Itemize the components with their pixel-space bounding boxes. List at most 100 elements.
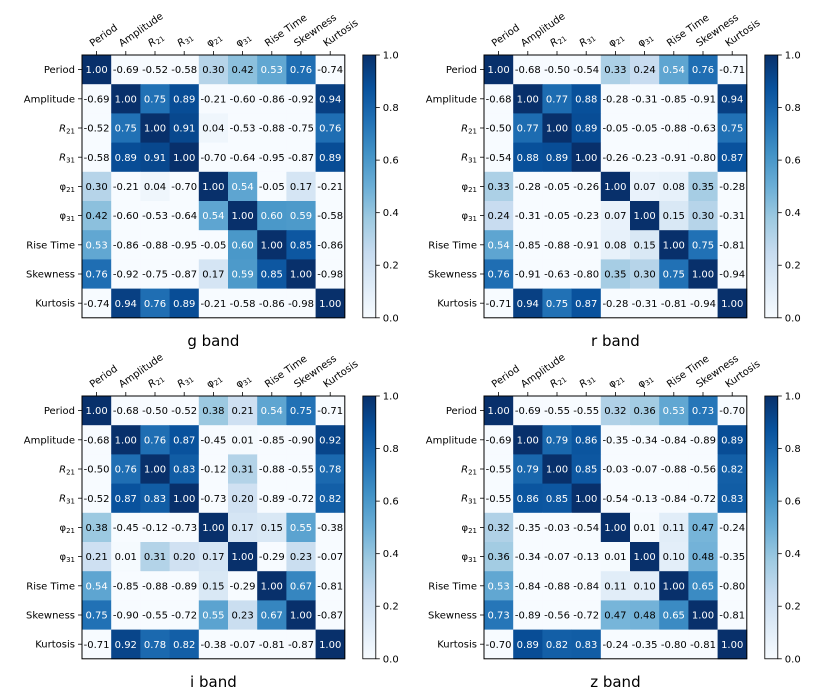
cell-value-label: -0.31	[719, 211, 745, 222]
cell-value-label: -0.54	[602, 494, 628, 505]
cell-value-label: 0.21	[85, 552, 107, 563]
y-tick-label-phi31: φ31	[461, 211, 477, 223]
heatmap-cell	[198, 571, 229, 601]
y-tick-label-phi21: φ21	[59, 182, 75, 194]
cell-value-label: 0.78	[144, 640, 166, 651]
x-tick-label-period: Period	[490, 23, 522, 50]
cell-value-label: -0.24	[719, 523, 745, 534]
cell-value-label: 0.08	[663, 182, 685, 193]
y-tick-label-kurtosis: Kurtosis	[437, 640, 477, 651]
cell-value-label: 0.54	[85, 581, 107, 592]
cell-value-label: 0.86	[575, 435, 597, 446]
cell-value-label: 1.00	[231, 552, 253, 563]
cell-value-label: 0.67	[290, 581, 312, 592]
cell-value-label: -0.35	[602, 435, 628, 446]
heatmap-cell	[198, 512, 229, 543]
y-tick-label-rise-time: Rise Time	[26, 581, 75, 592]
y-tick-label-r31: R31	[59, 153, 75, 165]
heatmap-cell	[688, 396, 718, 426]
heatmap-cell	[111, 425, 141, 455]
cell-value-label: -0.72	[288, 494, 314, 505]
cell-value-label: -0.03	[544, 523, 570, 534]
heatmap-cell	[542, 454, 572, 484]
y-tick-label-phi21: φ21	[461, 182, 477, 194]
heatmap-cell	[82, 201, 112, 231]
heatmap-cell	[659, 84, 689, 114]
heatmap-cell	[688, 571, 718, 601]
heatmap-cell	[198, 600, 229, 630]
cell-value-label: -0.75	[288, 124, 314, 135]
heatmap-cell	[315, 425, 346, 455]
heatmap-cell	[315, 259, 346, 289]
cell-value-label: 1.00	[290, 270, 312, 281]
cell-value-label: 0.33	[487, 182, 509, 193]
colorbar-tick-label: 0.0	[785, 313, 801, 324]
heatmap-cell	[630, 288, 660, 319]
cell-value-label: 0.76	[85, 270, 107, 281]
heatmap-cell	[542, 113, 572, 143]
heatmap-cell	[600, 142, 631, 173]
x-tick-label-r31: R31	[176, 31, 196, 50]
cell-value-label: 0.15	[261, 523, 283, 534]
cell-value-label: 0.48	[692, 552, 714, 563]
cell-value-label: 0.04	[202, 124, 224, 135]
heatmap-cell	[600, 84, 631, 114]
cell-value-label: 0.30	[633, 270, 655, 281]
heatmap-cell	[228, 113, 258, 143]
cell-value-label: -0.52	[84, 124, 110, 135]
cell-value-label: -0.69	[84, 94, 110, 105]
colorbar-tick-label: 0.6	[383, 497, 399, 508]
heatmap-cell	[111, 571, 141, 601]
cell-value-label: -0.91	[515, 270, 541, 281]
cell-value-label: 0.15	[663, 211, 685, 222]
cell-value-label: -0.03	[602, 465, 628, 476]
x-tick-label-r21: R21	[146, 372, 166, 391]
heatmap-cell	[688, 288, 718, 319]
cell-value-label: -0.71	[486, 299, 512, 310]
y-tick-label-kurtosis: Kurtosis	[35, 299, 75, 310]
heatmap-panel-r-band: 1.00 -0.68 -0.50 -0.54 0.33 0.24 0.54 0.76 -0.71…	[426, 11, 801, 350]
cell-value-label: -0.88	[259, 465, 285, 476]
cell-value-label: -0.13	[573, 552, 599, 563]
cell-value-label: -0.72	[690, 494, 716, 505]
heatmap-panel-z-band: 1.00 -0.69 -0.55 -0.55 0.32 0.36 0.53 0.73 -0.70…	[426, 352, 801, 691]
cell-value-label: -0.56	[544, 611, 570, 622]
heatmap-cell	[513, 483, 543, 514]
cell-value-label: 0.76	[487, 270, 509, 281]
cell-value-label: 0.54	[663, 65, 685, 76]
heatmap-cell	[169, 142, 200, 173]
heatmap-cell	[484, 55, 514, 85]
cell-value-label: -0.63	[544, 270, 570, 281]
y-tick-label-period: Period	[446, 406, 477, 417]
cell-value-label: 0.89	[517, 640, 539, 651]
cell-value-label: 0.10	[663, 552, 685, 563]
heatmap-cell	[630, 259, 660, 289]
heatmap-cell	[513, 454, 543, 484]
heatmap-cell	[82, 142, 112, 173]
cell-value-label: -0.88	[544, 240, 570, 251]
heatmap-cell	[198, 483, 229, 514]
heatmap-cell	[169, 454, 200, 484]
colorbar-tick-label: 0.2	[785, 602, 801, 613]
cell-value-label: -0.56	[690, 465, 716, 476]
cell-value-label: 0.73	[692, 406, 714, 417]
cell-value-label: -0.60	[113, 211, 139, 222]
heatmap-cell	[82, 113, 112, 143]
heatmap-cell	[688, 512, 718, 543]
cell-value-label: -0.74	[317, 65, 343, 76]
cell-value-label: -0.95	[259, 153, 285, 164]
cell-value-label: 1.00	[575, 153, 597, 164]
cell-value-label: -0.28	[602, 299, 628, 310]
cell-value-label: -0.55	[573, 406, 599, 417]
cell-value-label: 0.35	[692, 182, 714, 193]
cell-value-label: -0.85	[259, 435, 285, 446]
heatmap-cell	[257, 425, 287, 455]
heatmap-cell	[228, 425, 258, 455]
cell-value-label: 0.85	[261, 270, 283, 281]
cell-value-label: -0.26	[573, 182, 599, 193]
cell-value-label: -0.63	[690, 124, 716, 135]
heatmap-cell	[286, 454, 316, 484]
cell-value-label: -0.50	[142, 406, 168, 417]
heatmap-cell	[257, 542, 287, 572]
heatmap-cell	[484, 571, 514, 601]
